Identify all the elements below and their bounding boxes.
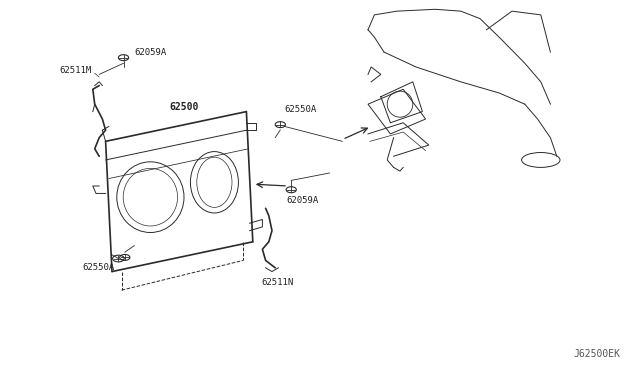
Text: 62500: 62500 (170, 102, 199, 112)
Text: J62500EK: J62500EK (574, 349, 621, 359)
Text: 62059A: 62059A (287, 196, 319, 205)
Text: 62550A: 62550A (285, 105, 317, 113)
Text: 62059A: 62059A (134, 48, 166, 57)
Text: 62511M: 62511M (60, 66, 92, 75)
Text: 62550A: 62550A (82, 263, 114, 272)
Text: 62511N: 62511N (261, 278, 293, 287)
